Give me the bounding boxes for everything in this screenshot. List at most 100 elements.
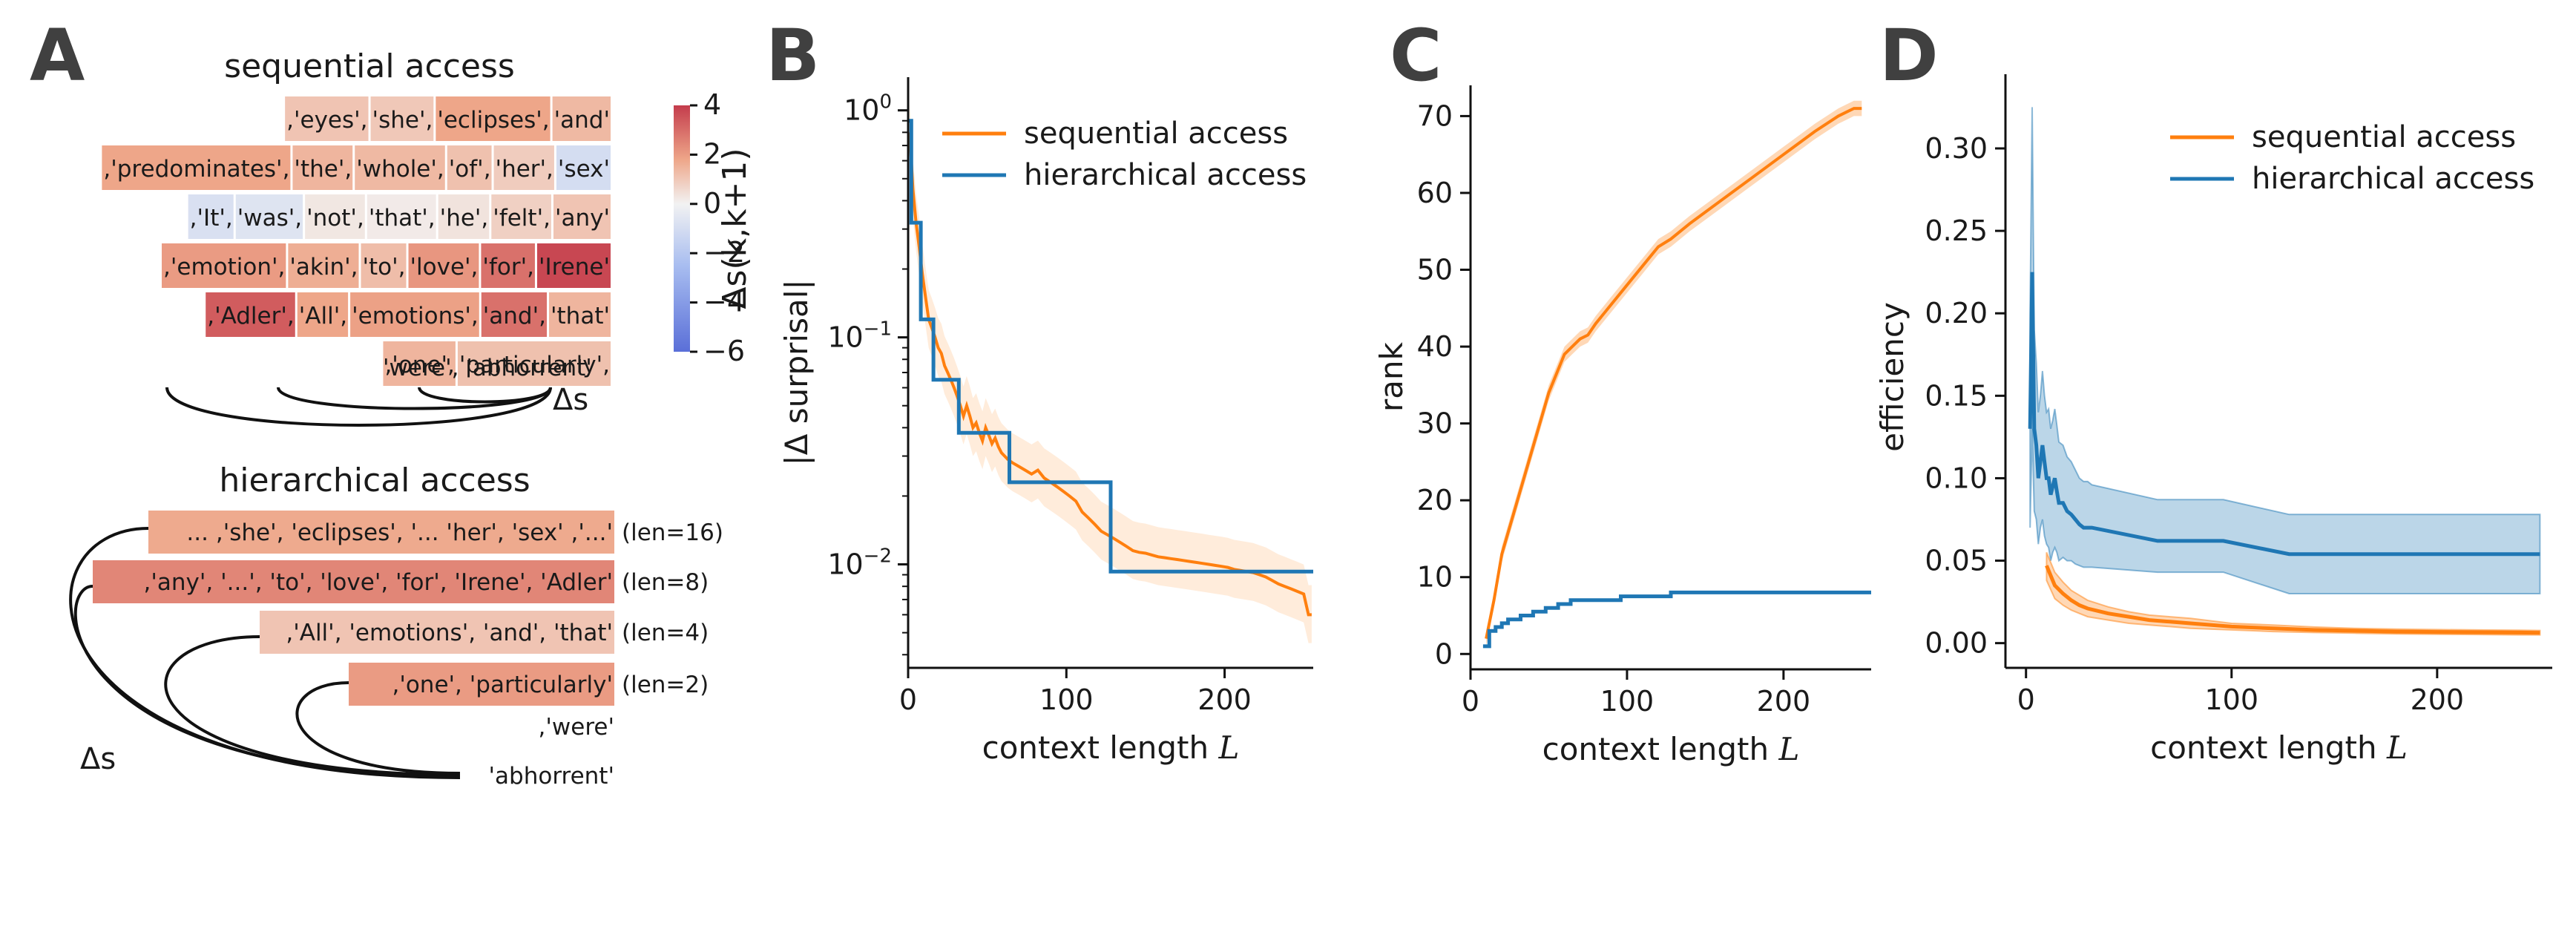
seq-token-cell [285, 96, 369, 141]
colorbar-tick-label: −6 [703, 335, 745, 367]
seq-token-cell [188, 194, 234, 239]
x-tick-label: 200 [1197, 683, 1252, 716]
y-tick-label: 40 [1417, 330, 1453, 363]
hier-arc-2 [295, 681, 461, 775]
legend-label: sequential access [2252, 120, 2516, 154]
seq-token: 'not', [306, 205, 364, 232]
x-tick-label: 100 [1039, 683, 1094, 716]
hier-error-band [2029, 107, 2541, 594]
seq-token: 'akin', [289, 254, 358, 280]
hier-token-text: ... ,'she', 'eclipses', '... 'her', 'sex… [186, 519, 613, 546]
y-axis-label: |Δ surprisal| [778, 279, 815, 465]
x-tick-label: 0 [899, 683, 917, 716]
y-tick-label: 100 [844, 91, 892, 127]
hier-token-cell [148, 511, 614, 554]
hier-delta-s-label: Δs [80, 742, 116, 776]
seq-token-cell [536, 243, 611, 288]
panel-letter-b: B [766, 14, 820, 97]
y-tick-label: 0.00 [1925, 627, 1988, 660]
hier-arc-8 [73, 585, 461, 778]
seq-token: ,'predominates', [103, 156, 289, 183]
seq-token-cell [553, 194, 611, 239]
seq-token-cell [235, 194, 303, 239]
colorbar-tick-label: −4 [703, 286, 745, 318]
hier-token-text: ,'All', 'emotions', 'and', 'that' [286, 620, 613, 646]
y-tick-label: 0 [1435, 637, 1453, 670]
seq-token: ,'one', [384, 352, 454, 378]
colorbar-tick-label: 0 [703, 187, 721, 220]
sequential-delta-arcs [165, 387, 552, 427]
seq-token: 'love', [410, 254, 479, 280]
seq-token: ,'Adler', [207, 303, 295, 329]
seq-token-cell [355, 145, 445, 190]
y-tick-label: 10−2 [827, 545, 892, 581]
seq-token-cell [438, 194, 490, 239]
seq-token-cell [556, 145, 611, 190]
seq-token-cell [102, 145, 291, 190]
panel-letter-c: C [1390, 14, 1442, 97]
seq-token-cell [481, 243, 535, 288]
seq-token: 'and', [483, 303, 546, 329]
hier-arc-4 [164, 635, 461, 776]
x-tick-label: 200 [2411, 683, 2465, 716]
seq-token-cell [350, 292, 479, 337]
hier-len-label: (len=2) [622, 672, 709, 698]
seq-arc-2 [277, 387, 552, 410]
x-tick-label: 0 [1462, 685, 1479, 718]
seq-token: 'that' [551, 303, 610, 329]
hier-token-cell [93, 560, 614, 603]
panel-c-rank-chart: 0 100 200 context length L 0 10 20 30 40 50 60 70 ra… [1373, 85, 1871, 767]
x-tick-label: 200 [1757, 685, 1811, 718]
y-tick-label: 0.10 [1925, 462, 1988, 494]
seq-token: 'her', [496, 156, 553, 183]
seq-arc-3 [418, 387, 552, 404]
seq-token-cell [297, 292, 349, 337]
y-tick-label: 0.05 [1925, 545, 1988, 577]
colorbar-tick-label: 2 [703, 137, 721, 170]
y-tick-label: 60 [1417, 177, 1453, 209]
colorbar-tick-label: 4 [703, 88, 721, 121]
seq-token: ,'emotion', [163, 254, 285, 280]
hier-token-text: ,'one', 'particularly' [392, 672, 613, 698]
hierarchical-access-line [908, 119, 1313, 574]
hierarchical-access-title: hierarchical access [219, 462, 530, 499]
panel-b-surprisal-chart: 0 100 200 context length L 100 10−1 10−2 |Δ sur… [778, 77, 1313, 766]
y-tick-label: 20 [1417, 484, 1453, 516]
seq-token: 'to', [362, 254, 405, 280]
colorbar-tick-label: −2 [703, 236, 745, 269]
y-tick-label: 30 [1417, 407, 1453, 440]
x-axis-label: context length L [2150, 729, 2408, 766]
x-tick-label: 100 [1600, 685, 1655, 718]
seq-token-cell [370, 96, 434, 141]
panel-letter-a: A [30, 14, 85, 97]
seq-token-cell [493, 145, 554, 190]
y-tick-label: 0.15 [1925, 379, 1988, 412]
hier-token-text: ,'any', '...', 'to', 'love', 'for', 'Ire… [144, 569, 613, 596]
seq-error-band [1486, 100, 1862, 646]
seq-token: 'particularly', [459, 352, 610, 378]
x-axis-label: context length L [982, 729, 1240, 766]
sequential-access-line [1485, 107, 1862, 639]
seq-token-cell [408, 243, 479, 288]
seq-plain-tokens: 'were', 'abhorrent' [383, 355, 592, 381]
seq-token: 'and' [554, 107, 610, 134]
seq-arc-1 [165, 387, 552, 427]
hier-were-token: ,'were' [539, 714, 614, 741]
y-tick-label: 0.20 [1925, 297, 1988, 329]
y-tick-label: 0.25 [1925, 214, 1988, 247]
hier-abhorrent-token: 'abhorrent' [489, 763, 614, 790]
seq-token-cell [288, 243, 359, 288]
seq-token: ,'eyes', [286, 107, 367, 134]
seq-token: 'Irene' [539, 254, 610, 280]
seq-token: 'for', [482, 254, 534, 280]
x-tick-label: 100 [2205, 683, 2259, 716]
x-axis-label: context length L [1542, 731, 1800, 767]
sequential-access-line [908, 132, 1312, 617]
y-tick-label: 10 [1417, 561, 1453, 594]
sequential-access-title: sequential access [224, 47, 515, 85]
seq-token: 'felt', [493, 205, 551, 232]
seq-token-cell [305, 194, 365, 239]
colorbar-ticks: 4 2 0 −2 −4 −6 [690, 88, 745, 367]
